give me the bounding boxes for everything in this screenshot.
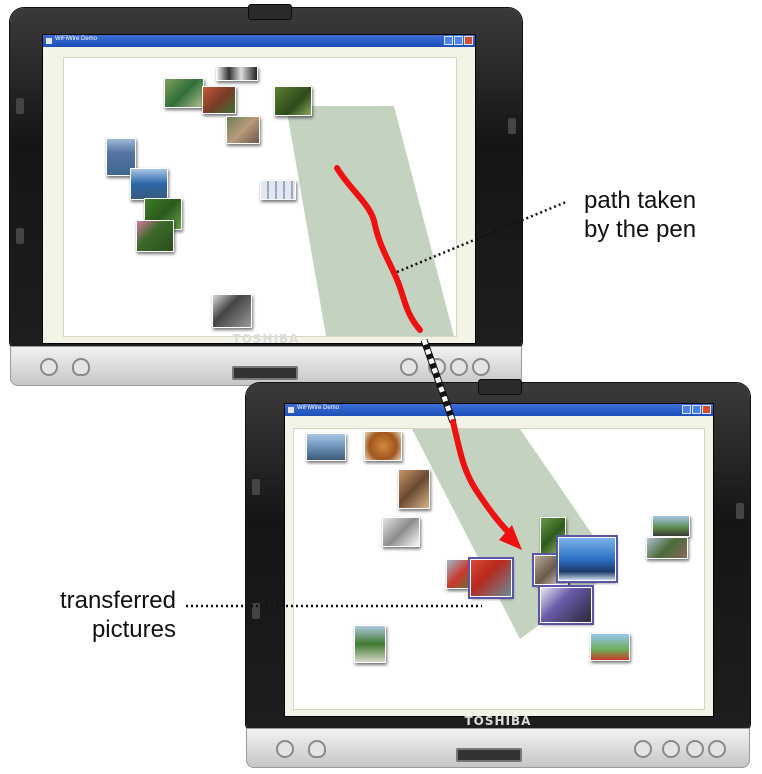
side-button[interactable]: [16, 98, 24, 114]
side-button[interactable]: [252, 479, 260, 495]
app-icon: [46, 38, 52, 44]
hardware-button[interactable]: [450, 358, 468, 376]
tablet-brand: TOSHIBA: [232, 332, 300, 346]
close-button[interactable]: [702, 405, 711, 414]
transferred-photo[interactable]: [538, 585, 594, 625]
photo-thumbnail[interactable]: [202, 86, 236, 114]
side-button[interactable]: [16, 228, 24, 244]
hardware-button[interactable]: [708, 740, 726, 758]
tablet-hinge: [248, 4, 292, 20]
hardware-button[interactable]: [686, 740, 704, 758]
power-button[interactable]: [40, 358, 58, 376]
power-button[interactable]: [276, 740, 294, 758]
close-button[interactable]: [464, 36, 473, 45]
photo-thumbnail[interactable]: [646, 537, 688, 559]
path-label: path taken by the pen: [584, 186, 696, 244]
pen-button[interactable]: [308, 740, 326, 758]
hardware-button[interactable]: [662, 740, 680, 758]
photo-thumbnail[interactable]: [652, 515, 690, 537]
transfer-label-line1: transferred: [59, 587, 176, 614]
transfer-label: transferred pictures: [30, 586, 176, 644]
window-titlebar: WiFiWire Demo: [43, 35, 475, 47]
side-button[interactable]: [508, 118, 516, 134]
photo-thumbnail[interactable]: [260, 180, 296, 200]
path-label-leader: [396, 200, 567, 274]
screen-latch[interactable]: [232, 366, 298, 380]
hardware-button[interactable]: [472, 358, 490, 376]
pen-button[interactable]: [72, 358, 90, 376]
pen-path-connector: [421, 339, 456, 423]
maximize-button[interactable]: [692, 405, 701, 414]
tablet-hinge: [478, 379, 522, 395]
side-button[interactable]: [252, 603, 260, 619]
window-title: WiFiWire Demo: [297, 405, 339, 411]
photo-thumbnail[interactable]: [130, 168, 168, 200]
photo-thumbnail[interactable]: [306, 433, 346, 461]
hardware-button[interactable]: [634, 740, 652, 758]
photo-thumbnail[interactable]: [590, 633, 630, 661]
minimize-button[interactable]: [444, 36, 453, 45]
photo-thumbnail[interactable]: [226, 116, 260, 144]
transfer-label-line2: pictures: [91, 616, 176, 643]
window-controls: [444, 36, 473, 45]
photo-thumbnail[interactable]: [164, 78, 204, 108]
photo-thumbnail[interactable]: [364, 431, 402, 461]
photo-canvas[interactable]: [63, 57, 457, 337]
path-label-line2: by the pen: [584, 216, 697, 243]
hardware-button[interactable]: [400, 358, 418, 376]
tablet-brand: TOSHIBA: [464, 714, 532, 728]
window-controls: [682, 405, 711, 414]
side-button[interactable]: [736, 503, 744, 519]
photo-thumbnail[interactable]: [136, 220, 174, 252]
path-label-line1: path taken: [584, 187, 697, 214]
photo-thumbnail[interactable]: [212, 294, 252, 328]
minimize-button[interactable]: [682, 405, 691, 414]
window-title: WiFiWire Demo: [55, 36, 97, 42]
photo-thumbnail[interactable]: [274, 86, 312, 116]
transferred-photo[interactable]: [468, 557, 514, 599]
photo-thumbnail[interactable]: [216, 66, 258, 81]
pen-path-bottom: [450, 419, 515, 539]
photo-thumbnail[interactable]: [398, 469, 430, 509]
window-titlebar: WiFiWire Demo: [285, 404, 713, 416]
photo-thumbnail[interactable]: [354, 625, 386, 663]
transfer-zone: [286, 106, 454, 336]
transferred-photo[interactable]: [556, 535, 618, 583]
app-icon: [288, 407, 294, 413]
pen-path-top: [334, 165, 423, 333]
pen-path-arrowhead: [499, 525, 522, 550]
maximize-button[interactable]: [454, 36, 463, 45]
photo-thumbnail[interactable]: [382, 517, 420, 547]
screen-latch[interactable]: [456, 748, 522, 762]
